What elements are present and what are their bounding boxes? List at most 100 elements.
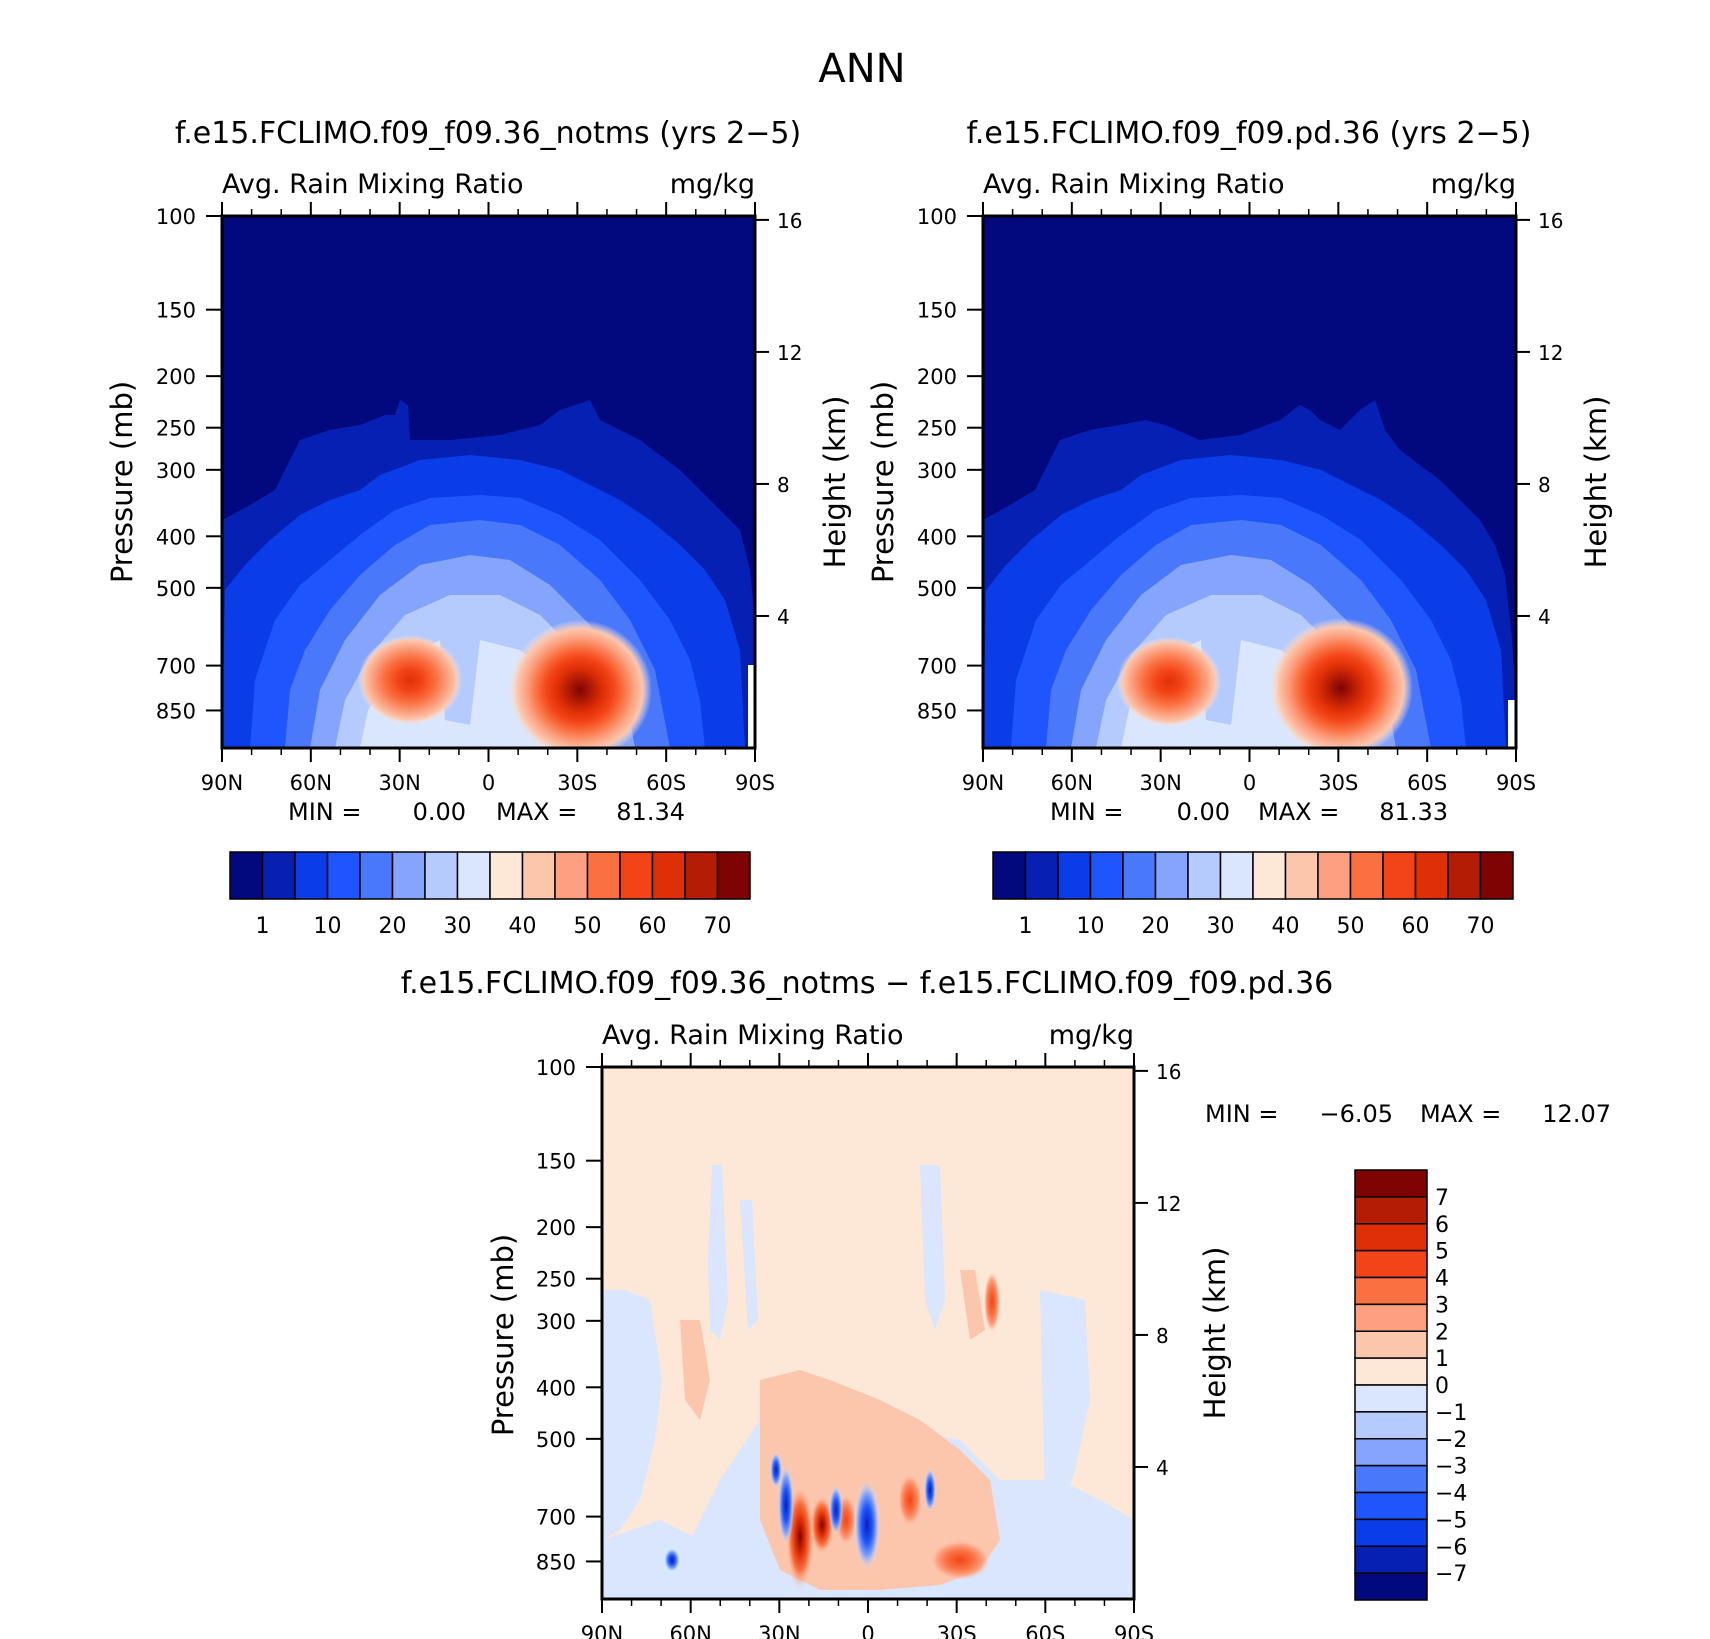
y2-tick-label: 8 — [1156, 1324, 1169, 1348]
x-tick-label: 60S — [1407, 771, 1447, 795]
y-tick-label: 200 — [536, 1216, 576, 1240]
y-tick-label: 300 — [536, 1310, 576, 1334]
max-label: MAX = — [1420, 1100, 1501, 1128]
units-label: mg/kg — [1049, 1020, 1134, 1051]
colorbar-label: 10 — [314, 914, 342, 939]
y-tick-label: 500 — [156, 577, 196, 601]
colorbar-label: 20 — [1142, 914, 1170, 939]
colorbar-label: −6 — [1435, 1535, 1467, 1560]
y-tick-label: 400 — [917, 525, 957, 549]
negative-anomaly — [924, 1468, 936, 1512]
y2-tick-label: 12 — [1538, 341, 1563, 365]
y-tick-label: 300 — [917, 459, 957, 483]
x-tick-label: 0 — [482, 771, 495, 795]
x-tick-label: 90N — [962, 771, 1004, 795]
y-tick-label: 500 — [917, 577, 957, 601]
x-tick-label: 90S — [735, 771, 775, 795]
y2-tick-label: 16 — [777, 209, 802, 233]
y-tick-label: 400 — [536, 1376, 576, 1400]
colorbar-label: 1 — [1435, 1347, 1449, 1372]
colorbar-box — [1354, 1491, 1428, 1521]
x-tick-label: 60N — [1051, 771, 1093, 795]
colorbar-box — [716, 851, 751, 900]
colorbar-label: 70 — [1467, 914, 1495, 939]
variable-label: Avg. Rain Mixing Ratio — [602, 1020, 904, 1051]
negative-anomaly — [778, 1465, 794, 1545]
y-tick-label: 400 — [156, 525, 196, 549]
colorbar-box — [651, 851, 686, 900]
min-label: MIN = — [1050, 798, 1123, 826]
colorbar-label: −7 — [1435, 1562, 1467, 1587]
colorbar-box — [359, 851, 394, 900]
positive-anomaly — [810, 1495, 834, 1555]
colorbar-label: 3 — [1435, 1293, 1449, 1318]
y-tick-label: 150 — [156, 299, 196, 323]
colorbar-box — [1354, 1276, 1428, 1306]
colorbar-label: 30 — [444, 914, 472, 939]
negative-region — [1040, 1290, 1090, 1520]
min-label: MIN = — [288, 798, 361, 826]
x-tick-label: 60S — [1025, 1622, 1065, 1639]
colorbar-label: 5 — [1435, 1240, 1449, 1265]
y-tick-label: 700 — [156, 655, 196, 679]
colorbar-box — [1057, 851, 1092, 900]
y-tick-label: 100 — [917, 205, 957, 229]
colorbar-box — [229, 851, 264, 900]
min-value: 0.00 — [413, 798, 466, 826]
colorbar-box — [521, 851, 556, 900]
colorbar-box — [1354, 1572, 1428, 1601]
colorbar-box — [456, 851, 491, 900]
colorbar-box — [489, 851, 524, 900]
colorbar-box — [1024, 851, 1059, 900]
y-tick-label: 200 — [917, 365, 957, 389]
panel-case2: f.e15.FCLIMO.f09_f09.pd.36 (yrs 2−5) Avg… — [866, 116, 1613, 939]
axes: 100 150 200 250 300 400 500 700 850 16 12 8 4 90N 60N 3… — [917, 202, 1563, 795]
colorbar-label: −2 — [1435, 1428, 1467, 1453]
colorbar-box — [992, 851, 1027, 900]
negative-anomaly-min — [854, 1480, 880, 1570]
negative-region — [740, 1200, 758, 1330]
y2-tick-label: 4 — [777, 605, 790, 629]
colorbar: 1 10 20 30 40 50 60 70 — [992, 851, 1514, 939]
colorbar-box — [1354, 1330, 1428, 1359]
y-tick-label: 850 — [536, 1550, 576, 1574]
contour-field — [983, 216, 1516, 748]
colorbar-label: −3 — [1435, 1455, 1467, 1480]
units-label: mg/kg — [670, 169, 755, 200]
colorbar-box — [1382, 851, 1417, 900]
rain-maximum-north — [358, 635, 462, 725]
y2-axis-label: Height (km) — [818, 396, 852, 569]
y-tick-label: 100 — [156, 205, 196, 229]
x-tick-label: 30S — [937, 1622, 977, 1639]
panel-title: f.e15.FCLIMO.f09_f09.36_notms − f.e15.FC… — [401, 966, 1334, 1001]
x-tick-label: 30N — [758, 1622, 800, 1639]
x-tick-label: 30N — [1139, 771, 1181, 795]
positive-region — [680, 1320, 710, 1420]
y-tick-label: 150 — [917, 299, 957, 323]
colorbar-label: 70 — [704, 914, 732, 939]
y2-tick-label: 8 — [1538, 473, 1551, 497]
colorbar-box — [1354, 1303, 1428, 1332]
x-tick-label: 60N — [669, 1622, 711, 1639]
colorbar-box — [1354, 1357, 1428, 1386]
colorbar-box — [1354, 1438, 1428, 1467]
colorbar-label: 2 — [1435, 1320, 1449, 1345]
axes: 100 150 200 250 300 400 500 700 850 16 12 8 4 90N 60N 3… — [536, 1053, 1181, 1639]
x-tick-label: 90N — [581, 1622, 623, 1639]
max-value: 81.33 — [1379, 798, 1448, 826]
y2-axis-label: Height (km) — [1579, 396, 1613, 569]
x-tick-label: 90S — [1114, 1622, 1154, 1639]
negative-region — [602, 1290, 662, 1540]
x-tick-label: 60S — [646, 771, 686, 795]
y-tick-label: 150 — [536, 1150, 576, 1174]
colorbar-box — [1479, 851, 1514, 900]
colorbar-box — [1317, 851, 1352, 900]
colorbar-box — [294, 851, 329, 900]
colorbar-box — [1414, 851, 1449, 900]
x-tick-label: 30S — [557, 771, 597, 795]
colorbar-box — [1354, 1196, 1428, 1225]
panel-case1: f.e15.FCLIMO.f09_f09.36_notms (yrs 2−5) … — [105, 116, 852, 939]
colorbar-box — [1354, 1223, 1428, 1252]
colorbar-box — [1354, 1518, 1428, 1547]
